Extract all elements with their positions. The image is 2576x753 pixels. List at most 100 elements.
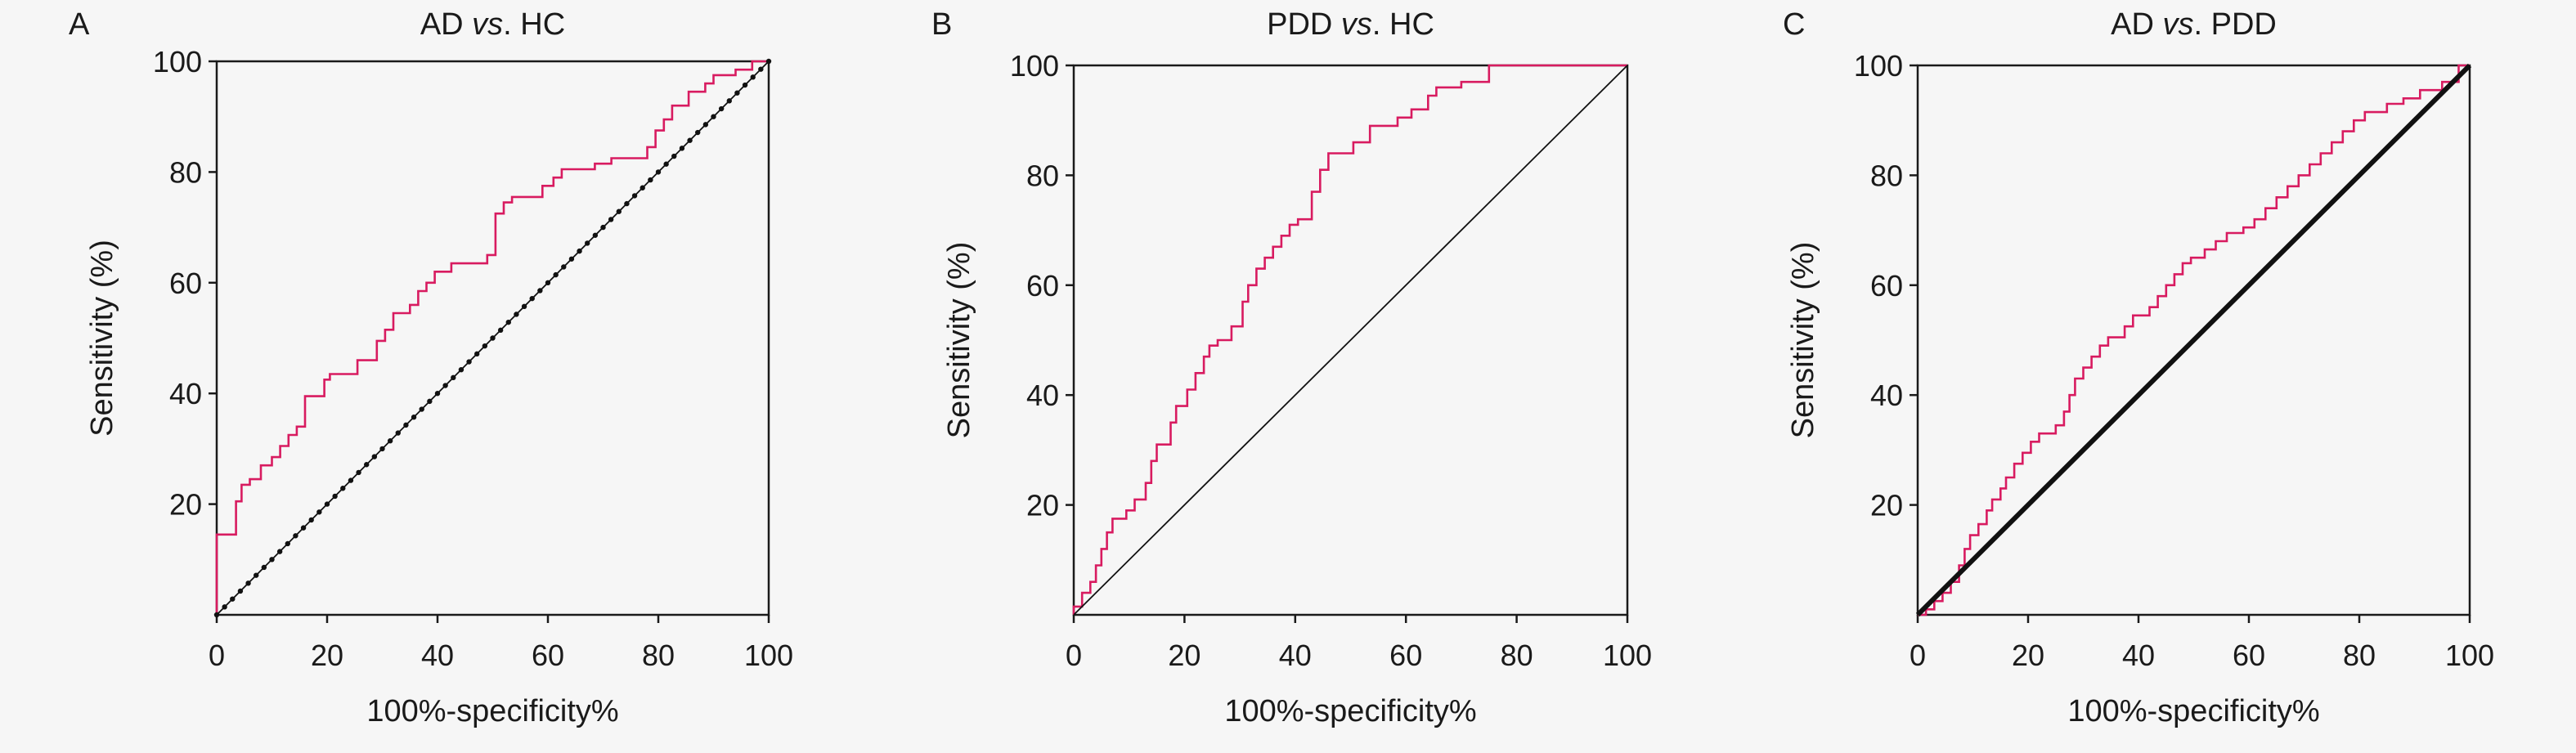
- y-tick-label: 20: [1026, 489, 1059, 522]
- panel-label: A: [69, 7, 90, 42]
- reference-marker: [765, 58, 772, 65]
- x-axis-label: 100%-specificity%: [1224, 694, 1476, 728]
- x-tick-label: 100: [1603, 639, 1652, 672]
- reference-marker: [616, 208, 622, 214]
- reference-marker: [356, 469, 361, 476]
- reference-marker: [537, 288, 543, 294]
- chart-panel-b: B PDD vs. HC 0 20 40 60 80 100 20 40 60 80 100 100%-s…: [931, 7, 1652, 728]
- reference-marker: [561, 264, 567, 270]
- reference-marker: [718, 105, 725, 112]
- reference-marker: [308, 517, 314, 523]
- reference-marker: [371, 454, 378, 459]
- x-tick-label: 40: [421, 639, 454, 672]
- x-tick-label: 80: [1501, 639, 1533, 672]
- y-tick-label: 100: [1854, 49, 1903, 83]
- y-axis-label: Sensitivity (%): [942, 242, 976, 439]
- reference-marker: [237, 588, 244, 594]
- plot-frame: [215, 60, 770, 616]
- x-tick-label: 0: [1910, 639, 1926, 672]
- x-axis-label: 100%-specificity%: [2067, 694, 2319, 728]
- reference-marker: [585, 240, 590, 246]
- reference-marker: [663, 161, 669, 167]
- reference-marker: [474, 351, 480, 357]
- reference-marker: [742, 82, 748, 88]
- reference-marker: [529, 295, 535, 302]
- x-tick-label: 40: [1279, 639, 1312, 672]
- reference-marker: [482, 343, 488, 349]
- reference-marker: [411, 415, 417, 420]
- reference-marker: [403, 422, 409, 428]
- x-tick-label: 60: [532, 639, 564, 672]
- x-tick-label: 100: [744, 639, 793, 672]
- reference-marker: [553, 271, 559, 278]
- reference-marker: [332, 493, 338, 500]
- reference-marker: [600, 224, 606, 231]
- roc-curve: [1072, 64, 1627, 615]
- plot-frame: [1916, 64, 2471, 616]
- reference-marker: [245, 580, 251, 586]
- y-tick-label: 100: [1010, 49, 1059, 83]
- reference-marker: [679, 146, 685, 151]
- reference-marker: [655, 169, 662, 175]
- reference-marker: [285, 540, 290, 547]
- reference-marker: [348, 477, 354, 483]
- roc-curve: [1918, 64, 2470, 616]
- reference-marker: [458, 366, 464, 373]
- x-tick-label: 20: [2012, 639, 2044, 672]
- y-tick-label: 60: [169, 267, 202, 300]
- panel-label: B: [931, 7, 952, 42]
- plot-frame: [1072, 64, 1629, 616]
- x-tick-label: 0: [209, 639, 225, 672]
- y-tick-label: 100: [153, 45, 202, 78]
- reference-marker: [640, 185, 645, 190]
- reference-marker: [505, 319, 511, 325]
- reference-marker: [687, 137, 693, 143]
- reference-marker: [340, 486, 346, 491]
- reference-marker: [434, 391, 441, 397]
- reference-marker: [592, 232, 599, 238]
- y-tick-label: 40: [1026, 379, 1059, 412]
- reference-marker: [276, 549, 283, 554]
- reference-marker: [545, 280, 551, 285]
- reference-marker: [490, 335, 496, 341]
- chart-panel-c: C AD vs. PDD 0 20 40 60 80 100 20 40 60 80 100 100%-s…: [1783, 7, 2494, 728]
- x-tick-label: 20: [1168, 639, 1200, 672]
- y-tick-label: 40: [1870, 379, 1903, 412]
- x-tick-label: 60: [2233, 639, 2265, 672]
- reference-marker: [734, 90, 740, 96]
- chart-title: AD vs. HC: [420, 7, 565, 42]
- x-tick-label: 0: [1066, 639, 1082, 672]
- reference-marker: [324, 501, 330, 507]
- y-tick-label: 60: [1026, 269, 1059, 303]
- reference-marker: [261, 564, 267, 571]
- reference-marker: [631, 193, 638, 199]
- y-tick-label: 40: [169, 377, 202, 410]
- reference-marker: [466, 359, 472, 365]
- y-tick-label: 80: [169, 155, 202, 189]
- reference-marker: [726, 98, 732, 104]
- reference-marker: [230, 596, 236, 602]
- reference-marker: [387, 438, 393, 444]
- reference-marker: [254, 572, 259, 578]
- x-tick-label: 20: [311, 639, 343, 672]
- reference-marker: [222, 604, 227, 610]
- x-tick-label: 40: [2122, 639, 2155, 672]
- y-tick-label: 20: [169, 488, 202, 522]
- reference-marker: [624, 200, 630, 207]
- reference-marker: [293, 533, 298, 539]
- reference-marker: [671, 153, 677, 159]
- y-axis-label: Sensitivity (%): [85, 240, 119, 437]
- reference-marker: [442, 383, 448, 388]
- reference-marker: [577, 248, 582, 254]
- reference-marker: [497, 327, 504, 334]
- reference-marker: [750, 74, 756, 80]
- y-tick-label: 20: [1870, 489, 1903, 522]
- x-tick-label: 80: [2343, 639, 2376, 672]
- y-tick-label: 80: [1026, 159, 1059, 192]
- reference-marker: [269, 557, 275, 563]
- chart-title: AD vs. PDD: [2111, 7, 2277, 42]
- reference-diagonal: [1073, 65, 1628, 616]
- reference-marker: [419, 406, 424, 412]
- reference-marker: [395, 430, 401, 436]
- x-axis-label: 100%-specificity%: [366, 694, 618, 728]
